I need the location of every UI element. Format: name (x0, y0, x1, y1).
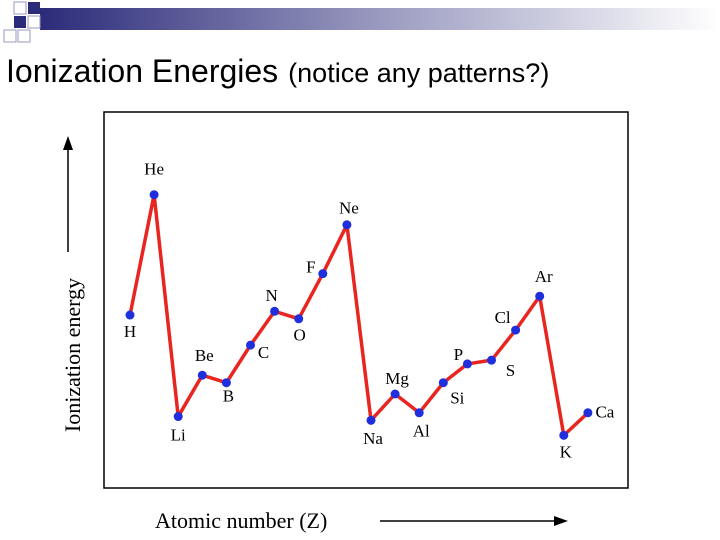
element-label: O (294, 326, 306, 345)
element-label: He (144, 160, 164, 179)
data-point (535, 291, 545, 301)
data-point (414, 408, 424, 418)
element-label: N (265, 286, 277, 305)
data-point (197, 370, 207, 380)
element-label: F (306, 258, 315, 277)
data-point (559, 430, 569, 440)
data-point (125, 310, 135, 320)
title-main: Ionization Energies (6, 53, 278, 89)
element-label: Ca (595, 403, 614, 422)
element-label: Si (450, 389, 464, 408)
element-label: S (506, 361, 515, 380)
x-arrowhead (554, 516, 568, 526)
element-label: Na (363, 429, 383, 448)
data-point (270, 306, 280, 316)
data-point (438, 378, 448, 388)
data-point (173, 412, 183, 422)
data-point (246, 340, 255, 350)
data-point (221, 378, 231, 388)
element-label: Al (413, 422, 430, 441)
data-point (149, 190, 159, 200)
data-point (366, 415, 376, 425)
y-arrowhead (63, 136, 73, 150)
element-label: P (454, 345, 463, 364)
element-label: H (124, 322, 136, 341)
element-label: Cl (495, 308, 511, 327)
element-label: Ar (535, 267, 553, 286)
element-label: Be (195, 346, 214, 365)
data-point (511, 325, 521, 335)
data-point (487, 355, 496, 365)
x-axis-label: Atomic number (Z) (155, 508, 327, 533)
data-point (294, 314, 304, 324)
subtitle: (notice any patterns?) (288, 58, 549, 88)
element-label: Ne (339, 199, 359, 218)
data-point (462, 359, 472, 369)
element-label: K (560, 442, 573, 461)
data-point (318, 269, 328, 279)
data-point (583, 408, 593, 418)
element-label: C (258, 343, 269, 362)
element-label: Li (171, 425, 186, 444)
decoration (3, 1, 720, 43)
title: Ionization Energies (notice any patterns?… (6, 53, 549, 89)
y-axis-label: Ionization energy (60, 278, 85, 432)
element-label: B (223, 387, 234, 406)
data-point (342, 220, 352, 230)
data-point (390, 389, 400, 399)
element-label: Mg (385, 369, 409, 388)
